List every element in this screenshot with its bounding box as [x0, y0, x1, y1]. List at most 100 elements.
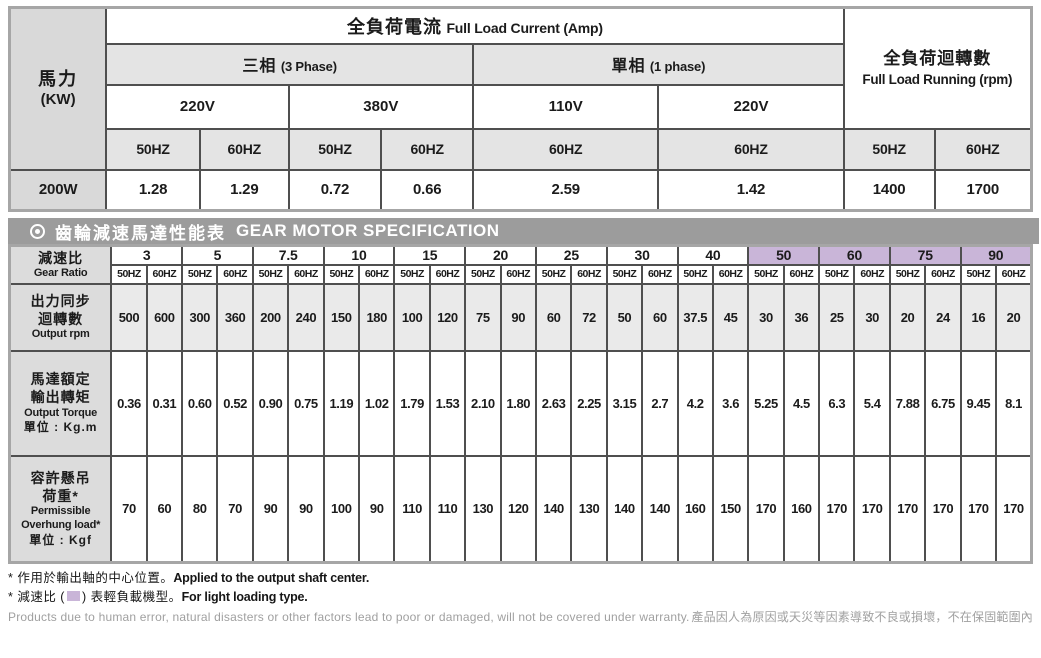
hz-subheader: 50HZ	[181, 263, 219, 285]
hz-header: 60HZ	[657, 127, 845, 171]
current-value: 0.66	[380, 168, 475, 212]
single-phase-label-zh: 單相	[611, 58, 646, 75]
current-value: 0.72	[287, 168, 383, 212]
table-row: 200W 1.28 1.29 0.72 0.66 2.59 1.42 1400 …	[8, 168, 1033, 212]
hz-header: 50HZ	[842, 127, 936, 171]
hz-subheader: 50HZ	[959, 263, 998, 285]
hz-subheader: 50HZ	[322, 263, 361, 285]
hz-header: 60HZ	[933, 127, 1033, 171]
output-rpm-value: 75	[464, 282, 502, 352]
power-kw-label-zh: 馬力	[38, 69, 79, 90]
gear-ratio-value: 15	[393, 244, 467, 266]
voltage-110v-1ph: 110V	[472, 83, 660, 130]
overhung-load-value: 170	[888, 454, 927, 564]
rpm-value: 1400	[842, 168, 936, 212]
output-rpm-value: 60	[641, 282, 679, 352]
output-rpm-value: 150	[322, 282, 361, 352]
purple-swatch-icon	[66, 590, 80, 601]
overhung-load-value: 170	[995, 454, 1033, 564]
hz-subheader: 60HZ	[287, 263, 325, 285]
output-rpm-value: 30	[853, 282, 891, 352]
spec-title-en: GEAR MOTOR SPECIFICATION	[236, 221, 500, 240]
overhung-load-value: 100	[322, 454, 361, 564]
gear-ratio-value: 10	[322, 244, 396, 266]
hz-subheader-row: 50HZ 60HZ 50HZ 60HZ 50HZ 60HZ 50HZ 60HZ 50HZ 60HZ…	[10, 263, 1033, 285]
hz-subheader: 50HZ	[393, 263, 431, 285]
hz-subheader: 50HZ	[888, 263, 927, 285]
output-torque-value: 6.75	[924, 349, 962, 457]
overhung-load-value: 80	[181, 454, 219, 564]
hz-subheader: 60HZ	[499, 263, 537, 285]
output-rpm-value: 200	[251, 282, 290, 352]
gear-ratio-value-light: 90	[959, 244, 1033, 266]
warranty-note: Products due to human error, natural dis…	[8, 608, 1033, 625]
gear-ratio-value: 40	[676, 244, 750, 266]
overhung-load-value: 90	[357, 454, 396, 564]
full-load-running-header: 全負荷迴轉數 Full Load Running (rpm)	[842, 6, 1033, 130]
warranty-note-zh: 產品因人為原因或天災等因素導致不良或損壞，不在保固範圍內	[691, 609, 1033, 624]
current-value: 1.29	[198, 168, 290, 212]
overhung-load-value: 140	[641, 454, 679, 564]
three-phase-label-zh: 三相	[242, 58, 277, 75]
hz-header: 60HZ	[472, 127, 660, 171]
warranty-note-en: Products due to human error, natural dis…	[8, 609, 690, 624]
full-load-current-header: 全負荷電流 Full Load Current (Amp)	[105, 6, 845, 45]
output-rpm-value: 600	[145, 282, 184, 352]
output-torque-value: 3.15	[605, 349, 644, 457]
gear-ratio-value-light: 60	[818, 244, 891, 266]
overhung-load-label-en1: Permissible	[30, 505, 91, 518]
hz-subheader: 60HZ	[145, 263, 184, 285]
catalog-page: 馬力 (KW) 全負荷電流 Full Load Current (Amp) 全負…	[8, 6, 1039, 625]
output-torque-value: 5.25	[747, 349, 785, 457]
output-torque-value: 2.10	[464, 349, 502, 457]
output-torque-value: 0.90	[251, 349, 290, 457]
hz-header: 50HZ	[287, 127, 383, 171]
hz-subheader: 50HZ	[251, 263, 290, 285]
output-torque-value: 0.60	[181, 349, 219, 457]
output-rpm-label-zh2: 迴轉數	[38, 311, 84, 328]
single-phase-header: 單相 (1 phase)	[472, 42, 845, 86]
gear-ratio-value-light: 75	[888, 244, 962, 266]
overhung-load-value: 130	[464, 454, 502, 564]
hz-subheader: 50HZ	[676, 263, 714, 285]
output-rpm-value: 20	[995, 282, 1033, 352]
footnote2-zh-pre: * 減速比 (	[8, 589, 65, 604]
current-value: 1.42	[657, 168, 845, 212]
overhung-load-value: 170	[747, 454, 785, 564]
output-torque-label-en: Output Torque	[24, 406, 98, 419]
hz-subheader: 60HZ	[711, 263, 750, 285]
output-torque-value: 7.88	[888, 349, 927, 457]
overhung-load-value: 90	[287, 454, 325, 564]
output-torque-value: 1.02	[357, 349, 396, 457]
power-kw-header: 馬力 (KW)	[8, 6, 108, 171]
hz-subheader: 60HZ	[357, 263, 396, 285]
footnote-shaft-center: * 作用於輸出軸的中心位置。Applied to the output shaf…	[8, 569, 1033, 588]
output-torque-row: 馬達額定 輸出轉矩 Output Torque 單位 : Kg.m 0.36 0.…	[8, 349, 1033, 457]
full-load-current-table: 馬力 (KW) 全負荷電流 Full Load Current (Amp) 全負…	[8, 6, 1033, 212]
hz-subheader: 50HZ	[818, 263, 856, 285]
output-torque-value: 0.36	[110, 349, 148, 457]
output-torque-label-zh2: 輸出轉矩	[30, 389, 91, 406]
overhung-load-value: 150	[711, 454, 750, 564]
overhung-load-value: 70	[110, 454, 148, 564]
gear-ratio-value: 30	[605, 244, 679, 266]
output-rpm-header: 出力同步 迴轉數 Output rpm	[8, 282, 113, 352]
footnote-light-loading: * 減速比 () 表輕負載機型。For light loading type.	[8, 588, 1033, 607]
output-rpm-label-zh1: 出力同步	[30, 292, 91, 309]
full-load-current-label-en: Full Load Current (Amp)	[446, 19, 603, 36]
overhung-load-value: 140	[534, 454, 573, 564]
output-rpm-value: 500	[110, 282, 148, 352]
gear-ratio-value: 3	[110, 244, 184, 266]
footnote2-zh-post: ) 表輕負載機型。	[81, 589, 182, 604]
hz-subheader: 50HZ	[464, 263, 502, 285]
rpm-value: 1700	[933, 168, 1033, 212]
gear-ratio-header: 減速比 Gear Ratio	[8, 244, 113, 285]
bullseye-icon	[30, 223, 45, 239]
output-torque-value: 4.2	[676, 349, 714, 457]
gear-ratio-values-row: 減速比 Gear Ratio 3 5 7.5 10 15 20 25 30 40 50 60 75 90	[8, 244, 1033, 285]
output-rpm-value: 50	[605, 282, 644, 352]
output-rpm-value: 20	[888, 282, 927, 352]
hz-subheader: 60HZ	[782, 263, 821, 285]
output-torque-value: 0.52	[216, 349, 254, 457]
single-phase-label-en: (1 phase)	[649, 59, 706, 74]
